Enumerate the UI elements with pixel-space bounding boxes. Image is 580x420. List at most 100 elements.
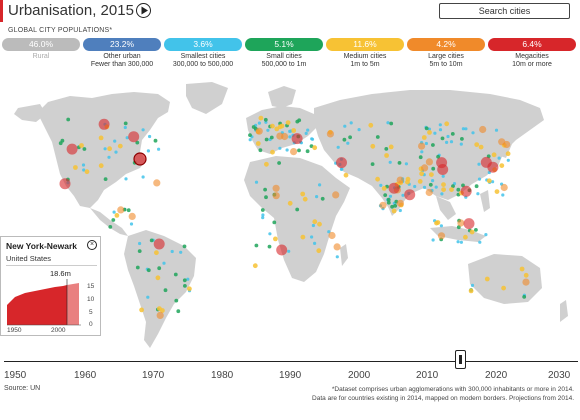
- city-marker[interactable]: [328, 231, 336, 240]
- city-marker[interactable]: [494, 189, 500, 194]
- city-marker[interactable]: [270, 123, 275, 129]
- legend-item-megacities[interactable]: 6.4% Megacities 10m or more: [488, 38, 576, 72]
- city-marker[interactable]: [146, 149, 150, 153]
- city-marker[interactable]: [444, 121, 450, 127]
- city-marker[interactable]: [477, 162, 481, 166]
- city-marker[interactable]: [162, 261, 166, 265]
- legend-item-large-cities[interactable]: 4.2% Large cities 5m to 10m: [407, 38, 485, 72]
- city-marker[interactable]: [183, 284, 187, 288]
- city-marker[interactable]: [449, 187, 454, 192]
- city-marker[interactable]: [128, 131, 140, 143]
- city-marker[interactable]: [437, 232, 446, 240]
- city-marker[interactable]: [390, 204, 394, 209]
- city-marker[interactable]: [333, 243, 341, 251]
- city-marker[interactable]: [170, 249, 174, 254]
- city-marker[interactable]: [107, 146, 112, 152]
- city-marker[interactable]: [375, 135, 380, 139]
- city-marker[interactable]: [320, 196, 325, 201]
- city-marker[interactable]: [384, 147, 389, 151]
- city-marker[interactable]: [163, 288, 168, 293]
- city-marker[interactable]: [103, 147, 107, 151]
- city-marker[interactable]: [428, 182, 433, 187]
- city-marker[interactable]: [357, 128, 361, 132]
- city-marker[interactable]: [98, 118, 110, 130]
- city-marker[interactable]: [157, 147, 161, 151]
- city-marker[interactable]: [125, 136, 129, 140]
- play-button[interactable]: [136, 3, 151, 18]
- city-marker[interactable]: [340, 167, 344, 171]
- city-marker[interactable]: [264, 195, 268, 200]
- city-marker[interactable]: [397, 161, 402, 165]
- city-marker[interactable]: [153, 138, 158, 143]
- city-marker[interactable]: [248, 133, 252, 137]
- city-marker[interactable]: [146, 268, 151, 273]
- city-marker[interactable]: [318, 183, 322, 187]
- city-marker[interactable]: [497, 156, 501, 160]
- city-marker[interactable]: [310, 137, 314, 141]
- city-marker[interactable]: [405, 179, 410, 185]
- city-marker[interactable]: [313, 241, 317, 245]
- city-marker[interactable]: [459, 240, 463, 244]
- city-marker[interactable]: [421, 164, 429, 172]
- city-marker[interactable]: [264, 161, 269, 167]
- city-marker[interactable]: [386, 197, 391, 202]
- city-marker[interactable]: [449, 140, 454, 144]
- city-marker[interactable]: [157, 306, 162, 311]
- city-marker[interactable]: [484, 233, 488, 237]
- city-marker[interactable]: [505, 151, 511, 157]
- city-marker[interactable]: [474, 184, 479, 189]
- city-marker[interactable]: [273, 236, 278, 242]
- city-marker[interactable]: [98, 163, 104, 169]
- timeline-slider-handle[interactable]: [455, 350, 466, 369]
- city-marker[interactable]: [258, 115, 264, 121]
- city-marker[interactable]: [117, 143, 123, 149]
- city-marker[interactable]: [129, 222, 134, 226]
- city-marker[interactable]: [384, 153, 389, 158]
- legend-item-small-cities[interactable]: 5.1% Small cities 500,000 to 1m: [245, 38, 323, 72]
- city-marker[interactable]: [413, 184, 417, 189]
- search-input[interactable]: [439, 3, 570, 19]
- city-marker[interactable]: [460, 185, 472, 197]
- city-marker[interactable]: [113, 139, 117, 143]
- city-marker[interactable]: [332, 191, 340, 199]
- city-marker[interactable]: [297, 118, 302, 123]
- city-marker[interactable]: [312, 219, 318, 225]
- city-marker[interactable]: [491, 180, 495, 184]
- city-marker[interactable]: [179, 250, 183, 254]
- city-marker[interactable]: [187, 286, 192, 292]
- city-marker[interactable]: [348, 135, 352, 140]
- city-marker[interactable]: [388, 182, 400, 194]
- city-marker[interactable]: [315, 195, 319, 199]
- city-marker[interactable]: [375, 176, 380, 182]
- city-marker[interactable]: [137, 249, 142, 254]
- city-marker[interactable]: [470, 283, 475, 287]
- city-marker[interactable]: [84, 169, 90, 175]
- city-marker[interactable]: [388, 160, 392, 164]
- city-marker[interactable]: [506, 158, 510, 162]
- city-marker[interactable]: [396, 176, 404, 184]
- city-marker[interactable]: [459, 142, 463, 146]
- city-marker[interactable]: [155, 275, 161, 281]
- city-marker[interactable]: [251, 125, 256, 129]
- city-marker[interactable]: [424, 141, 428, 146]
- legend-item-smallest-cities[interactable]: 3.6% Smallest cities 300,000 to 500,000: [164, 38, 242, 72]
- legend-item-medium-cities[interactable]: 11.6% Medium cities 1m to 5m: [326, 38, 404, 72]
- city-marker[interactable]: [111, 218, 116, 222]
- city-marker[interactable]: [135, 140, 140, 145]
- city-marker[interactable]: [460, 137, 464, 141]
- city-marker[interactable]: [420, 150, 424, 154]
- city-marker[interactable]: [312, 145, 318, 151]
- city-marker[interactable]: [82, 147, 87, 151]
- city-marker[interactable]: [149, 238, 154, 243]
- city-marker[interactable]: [268, 232, 272, 236]
- city-marker[interactable]: [391, 208, 397, 214]
- city-marker[interactable]: [124, 177, 128, 181]
- city-marker[interactable]: [450, 132, 455, 136]
- city-marker[interactable]: [440, 136, 445, 141]
- city-marker[interactable]: [479, 125, 487, 134]
- city-marker[interactable]: [295, 207, 300, 212]
- city-marker[interactable]: [252, 263, 258, 269]
- city-marker[interactable]: [126, 208, 131, 213]
- city-marker[interactable]: [501, 285, 506, 291]
- city-marker[interactable]: [114, 213, 120, 218]
